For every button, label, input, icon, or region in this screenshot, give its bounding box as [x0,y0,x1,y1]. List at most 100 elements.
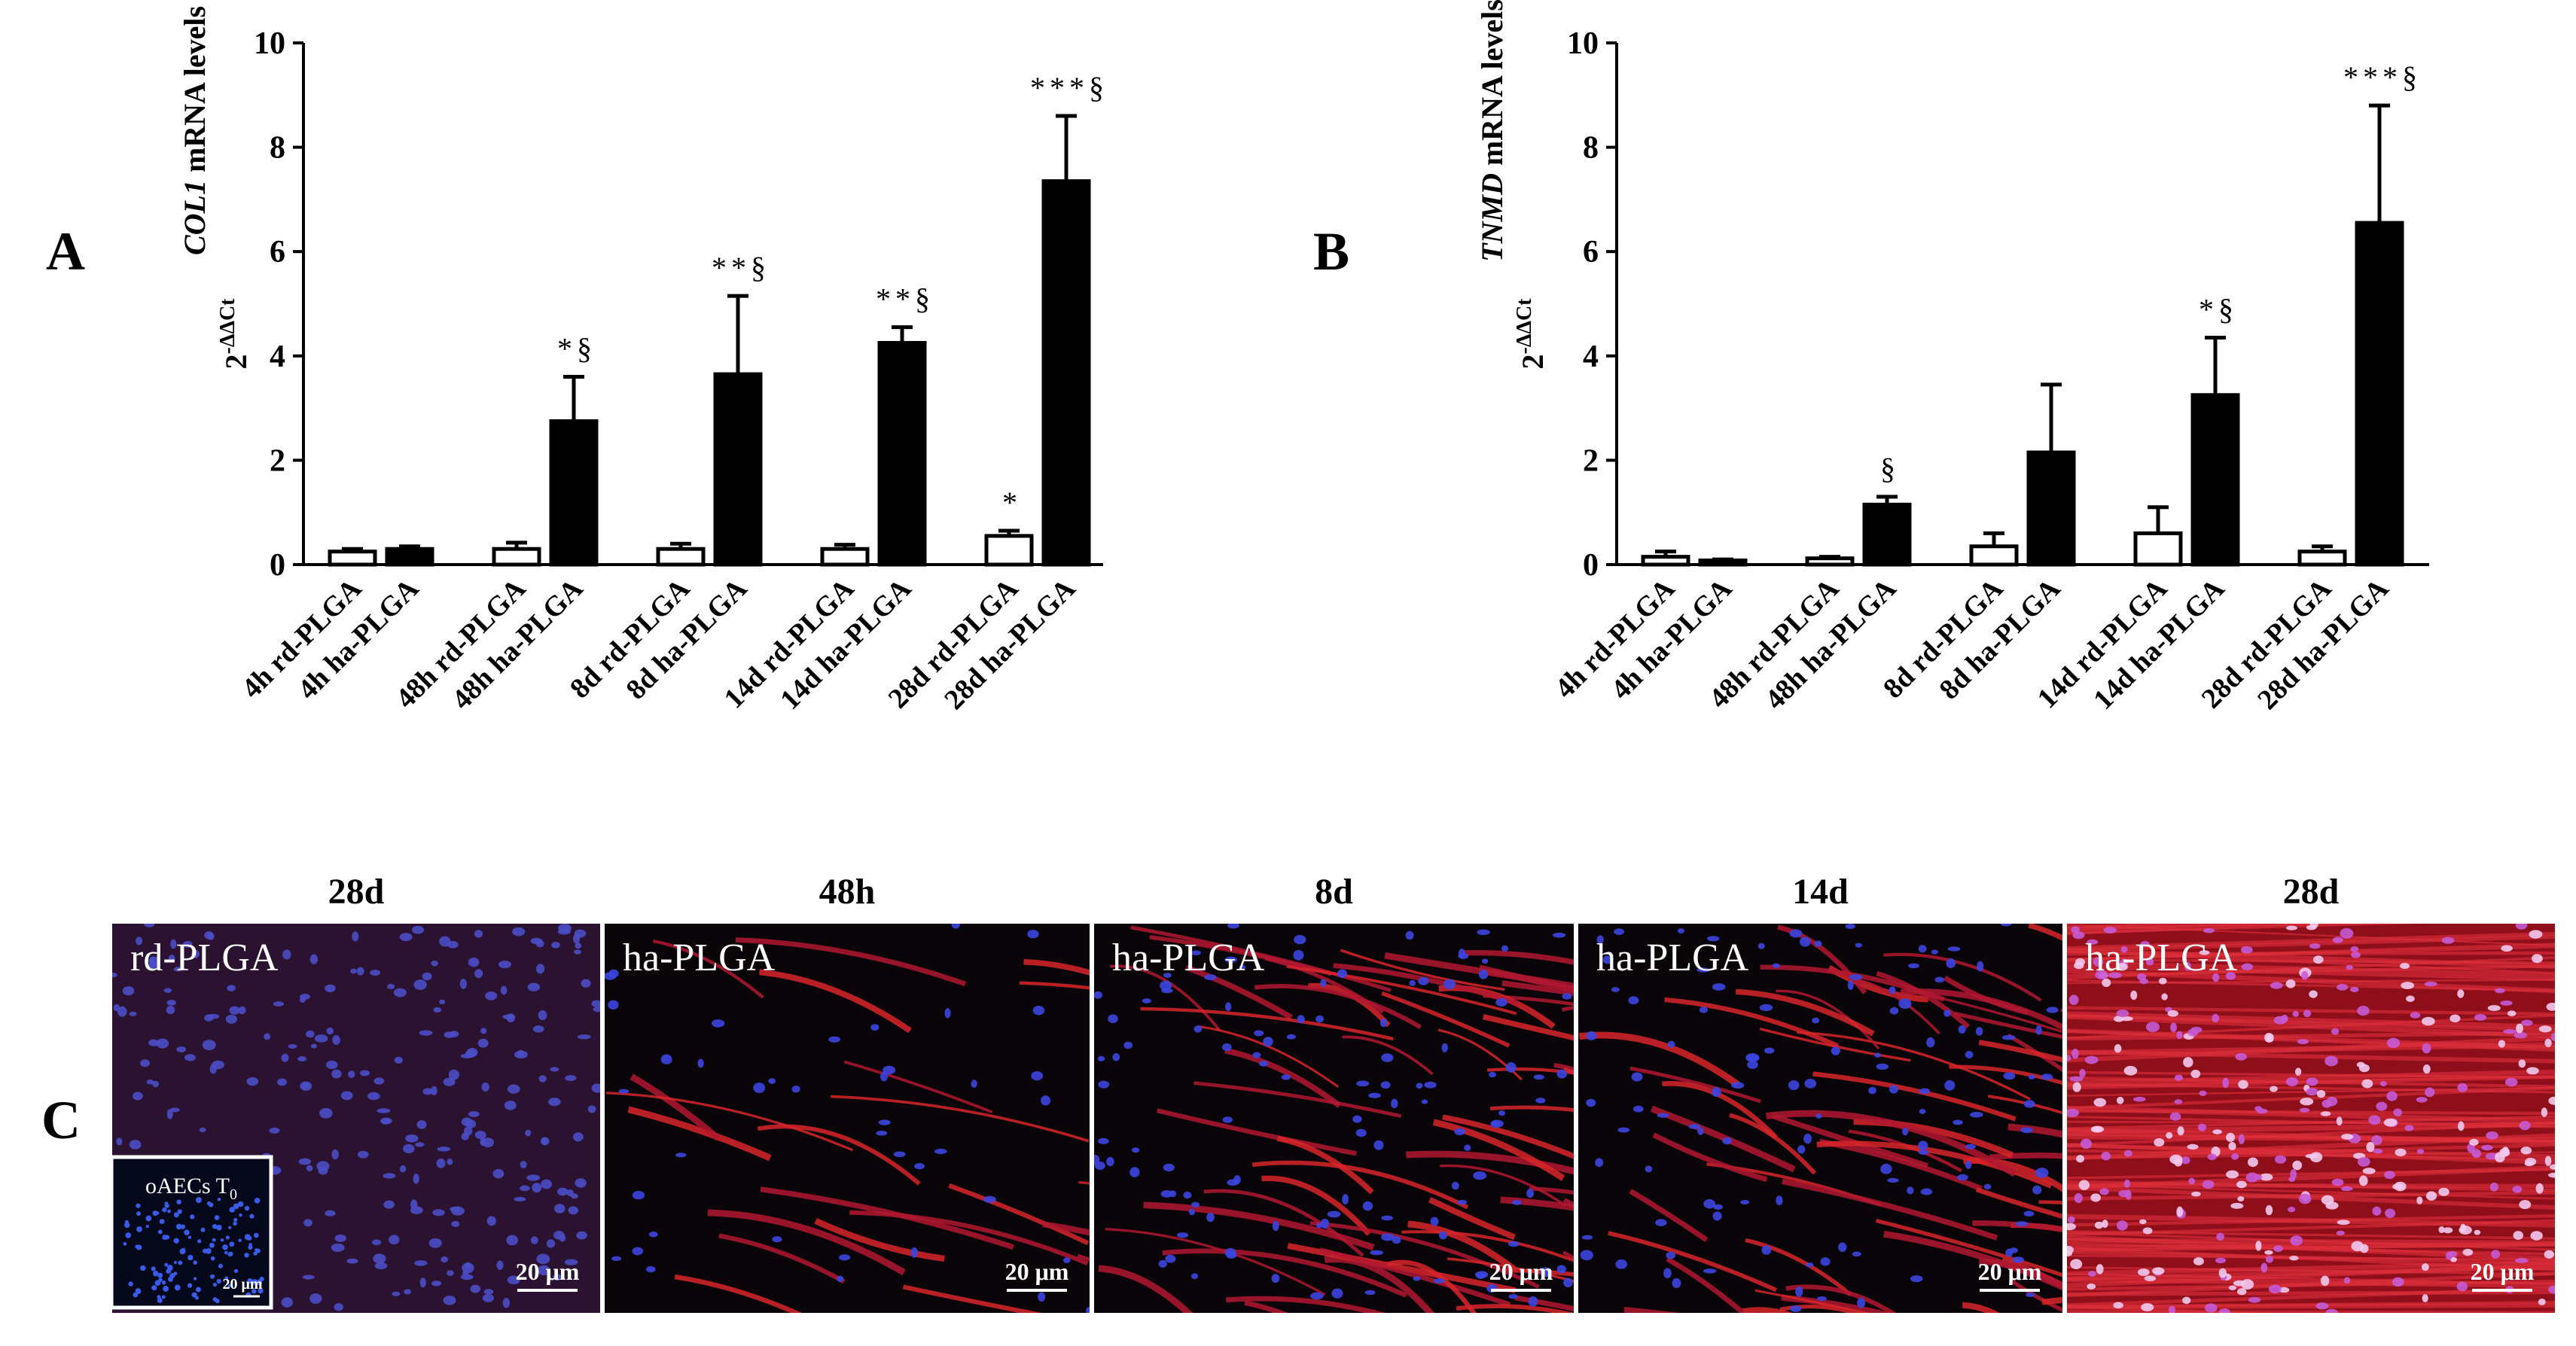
y-tick-label: 4 [270,340,285,374]
nucleus [1272,1220,1279,1232]
nucleus [1320,979,1327,988]
bar [984,534,1034,567]
fiber [2067,1243,2555,1253]
nucleus [2094,1221,2104,1229]
y-tick-label: 8 [1583,131,1599,166]
fiber [1489,1105,1574,1113]
nucleus [251,1289,257,1294]
nucleus [1820,1257,1831,1266]
nucleus [1847,980,1854,991]
nucleus [1790,1305,1802,1312]
nucleus [536,1253,550,1265]
bar [2190,393,2240,567]
nucleus [1190,1273,1199,1280]
time-label: 8d [1315,872,1353,912]
nucleus [1632,1105,1644,1113]
fiber [1875,1218,2062,1277]
nucleus [2331,1178,2344,1186]
nucleus [152,1080,159,1088]
nucleus [618,1089,630,1094]
nucleus [2358,1175,2368,1186]
nucleus [553,1274,562,1281]
nucleus [587,1105,596,1113]
nucleus [1191,950,1201,956]
nucleus [2046,1006,2059,1013]
y-label-base: 2 [219,354,253,369]
nucleus [306,1165,313,1171]
fiber [1987,1095,2062,1115]
nucleus [541,1179,553,1189]
nucleus [2158,977,2167,985]
nucleus [632,1247,644,1256]
nucleus [2116,1220,2128,1231]
nucleus [252,1279,258,1285]
micrograph [1094,924,1574,1313]
nucleus [496,1260,504,1270]
nucleus [550,1067,559,1072]
fiber [1340,949,1505,991]
nucleus [2225,972,2236,980]
error-bar [1876,495,1898,505]
fiber [2067,935,2555,952]
nucleus [2125,1189,2132,1200]
nucleus [2285,1076,2299,1086]
scale-bar-label: 20 μm [1005,1258,1069,1285]
fiber [2067,1183,2555,1200]
nucleus [2456,1281,2468,1292]
error-bar [727,294,748,375]
nucleus [565,1075,577,1082]
nucleus [2072,931,2085,939]
nucleus [2438,1187,2449,1196]
fiber [1777,924,1867,994]
nucleus [1258,1061,1269,1067]
nucleus [1227,1179,1239,1186]
nucleus [1226,1252,1237,1259]
nucleus [697,1058,704,1068]
nucleus [1812,1017,1820,1024]
nucleus [2259,1173,2273,1181]
nucleus [1441,1043,1448,1052]
fiber [948,1183,1090,1246]
nucleus [136,1211,142,1217]
fiber [1276,1135,1374,1195]
time-label: 28d [328,872,385,912]
nucleus [1857,1298,1866,1308]
nucleus [2154,1137,2165,1147]
fiber [1261,1175,1371,1236]
nucleus [1094,991,1103,999]
nucleus [474,969,483,979]
nucleus [468,1111,480,1117]
nucleus [136,936,143,946]
nucleus [175,1223,182,1230]
nucleus [2520,1147,2532,1155]
nucleus [207,932,215,940]
nucleus [441,1256,449,1263]
nucleus [2071,926,2080,933]
nucleus [1458,949,1465,959]
nucleus [348,1070,355,1079]
nucleus [1799,936,1811,947]
nucleus [2535,1183,2544,1194]
nucleus [1433,1278,1445,1284]
nucleus [2379,1081,2387,1087]
fiber [1156,1108,1357,1156]
nucleus [608,1000,619,1010]
nucleus [1772,963,1781,968]
nucleus [415,1142,425,1147]
nucleus [548,1098,561,1107]
nucleus [1160,980,1172,991]
nucleus [405,1134,419,1143]
nucleus [1657,1113,1669,1118]
fiber [1019,981,1090,990]
nucleus [474,930,483,938]
nucleus [156,1038,169,1049]
nucleus [195,1287,201,1293]
nucleus [2218,1268,2227,1278]
nucleus [1297,1015,1305,1024]
nucleus [2130,990,2138,1000]
y-label-text: mRNA levels [178,6,212,172]
nucleus [2518,1059,2526,1068]
nucleus [1474,1271,1489,1278]
nucleus [383,1173,396,1179]
